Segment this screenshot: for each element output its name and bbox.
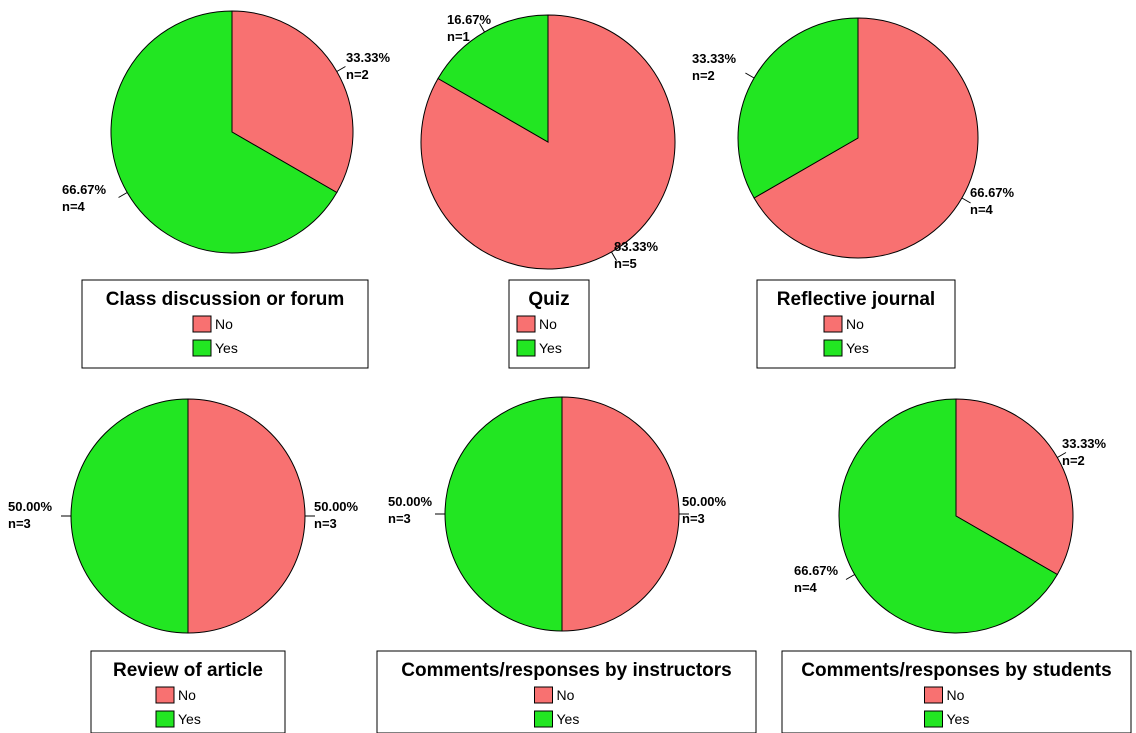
legend: Quiz No Yes bbox=[508, 279, 590, 369]
legend-label-yes: Yes bbox=[178, 711, 201, 727]
pie-chart-3: 66.67% n=4 33.33% n=2 bbox=[692, 17, 1015, 259]
pie-chart-6: 33.33% n=2 66.67% n=4 bbox=[794, 398, 1107, 634]
data-label-count: n=3 bbox=[314, 516, 337, 531]
legend-swatch-no bbox=[155, 686, 175, 704]
legend: Reflective journal No Yes bbox=[756, 279, 956, 369]
legend-label-no: No bbox=[215, 316, 233, 332]
data-label-percent: 33.33% bbox=[692, 51, 737, 66]
pie-slice-yes bbox=[737, 17, 859, 199]
legend: Comments/responses by students No Yes bbox=[781, 650, 1132, 733]
data-label-count: n=4 bbox=[62, 199, 86, 214]
data-label-count: n=2 bbox=[346, 67, 369, 82]
legend-swatch-yes bbox=[924, 710, 943, 728]
pie-slice-no bbox=[561, 396, 680, 632]
leader-line bbox=[479, 23, 485, 33]
data-label-percent: 16.67% bbox=[447, 12, 492, 27]
legend-title: Comments/responses by instructors bbox=[401, 660, 731, 681]
legend-swatch-yes bbox=[155, 710, 175, 728]
data-label-percent: 50.00% bbox=[8, 499, 53, 514]
data-label-count: n=4 bbox=[794, 580, 818, 595]
pie-chart-5: 50.00% n=3 50.00% n=3 bbox=[388, 396, 727, 632]
legend-box bbox=[90, 650, 286, 733]
legend-title: Reflective journal bbox=[777, 289, 935, 310]
data-label-percent: 66.67% bbox=[970, 185, 1015, 200]
legend-label-no: No bbox=[557, 687, 575, 703]
legend-title: Review of article bbox=[113, 660, 263, 681]
pie-slice-yes bbox=[838, 398, 1059, 634]
legend-label-yes: Yes bbox=[557, 711, 580, 727]
pie-chart-1: 33.33% n=2 66.67% n=4 bbox=[62, 10, 391, 254]
legend-swatch-yes bbox=[192, 339, 212, 357]
legend-label-no: No bbox=[846, 316, 864, 332]
legend-label-no: No bbox=[178, 687, 196, 703]
data-label-percent: 33.33% bbox=[1062, 436, 1107, 451]
pie-slice-no bbox=[420, 14, 676, 270]
leader-line bbox=[118, 192, 128, 198]
data-label-percent: 50.00% bbox=[314, 499, 359, 514]
pie-slice-yes bbox=[70, 398, 189, 634]
pie-slice-no bbox=[187, 398, 306, 634]
legend-label-yes: Yes bbox=[947, 711, 970, 727]
data-label-percent: 33.33% bbox=[346, 50, 391, 65]
legend-swatch-yes bbox=[534, 710, 553, 728]
legend-box bbox=[781, 650, 1132, 733]
legend-box bbox=[376, 650, 757, 733]
pie-slice-yes bbox=[444, 396, 563, 632]
data-label-count: n=3 bbox=[682, 511, 705, 526]
legend-box bbox=[756, 279, 956, 369]
legend: Class discussion or forum No Yes bbox=[81, 279, 369, 369]
leader-line bbox=[961, 197, 971, 204]
data-label-count: n=4 bbox=[970, 202, 994, 217]
data-label-count: n=2 bbox=[1062, 453, 1085, 468]
pie-slice-no bbox=[955, 398, 1074, 576]
legend-label-yes: Yes bbox=[215, 340, 238, 356]
legend-swatch-no bbox=[192, 315, 212, 333]
legend-box bbox=[81, 279, 369, 369]
data-label-count: n=5 bbox=[614, 256, 637, 271]
data-label-percent: 50.00% bbox=[388, 494, 433, 509]
legend-title: Class discussion or forum bbox=[106, 289, 345, 310]
legend-label-no: No bbox=[947, 687, 965, 703]
leader-line bbox=[745, 72, 755, 79]
legend-title: Comments/responses by students bbox=[801, 660, 1111, 681]
leader-line bbox=[336, 66, 346, 72]
data-label-count: n=3 bbox=[388, 511, 411, 526]
leader-line bbox=[611, 251, 617, 261]
pie-chart-4: 50.00% n=3 50.00% n=3 bbox=[8, 398, 359, 634]
legend-swatch-no bbox=[534, 686, 553, 704]
data-label-count: n=2 bbox=[692, 68, 715, 83]
data-label-count: n=3 bbox=[8, 516, 31, 531]
legend-title: Quiz bbox=[528, 289, 569, 310]
legend: Review of article No Yes bbox=[90, 650, 286, 733]
leader-line bbox=[1057, 452, 1067, 458]
legend-label-yes: Yes bbox=[539, 340, 562, 356]
leader-line bbox=[845, 574, 855, 580]
data-label-percent: 83.33% bbox=[614, 239, 659, 254]
legend-swatch-no bbox=[823, 315, 843, 333]
legend-swatch-no bbox=[516, 315, 536, 333]
pie-slice-no bbox=[231, 10, 354, 194]
data-label-percent: 66.67% bbox=[794, 563, 839, 578]
data-label-count: n=1 bbox=[447, 29, 470, 44]
legend-label-no: No bbox=[539, 316, 557, 332]
data-label-percent: 50.00% bbox=[682, 494, 727, 509]
legend: Comments/responses by instructors No Yes bbox=[376, 650, 757, 733]
legend-swatch-yes bbox=[823, 339, 843, 357]
legend-swatch-no bbox=[924, 686, 943, 704]
legend-swatch-yes bbox=[516, 339, 536, 357]
data-label-percent: 66.67% bbox=[62, 182, 107, 197]
legend-label-yes: Yes bbox=[846, 340, 869, 356]
pie-slice-yes bbox=[437, 14, 549, 143]
pie-chart-2: 83.33% n=5 16.67% n=1 bbox=[420, 12, 676, 271]
